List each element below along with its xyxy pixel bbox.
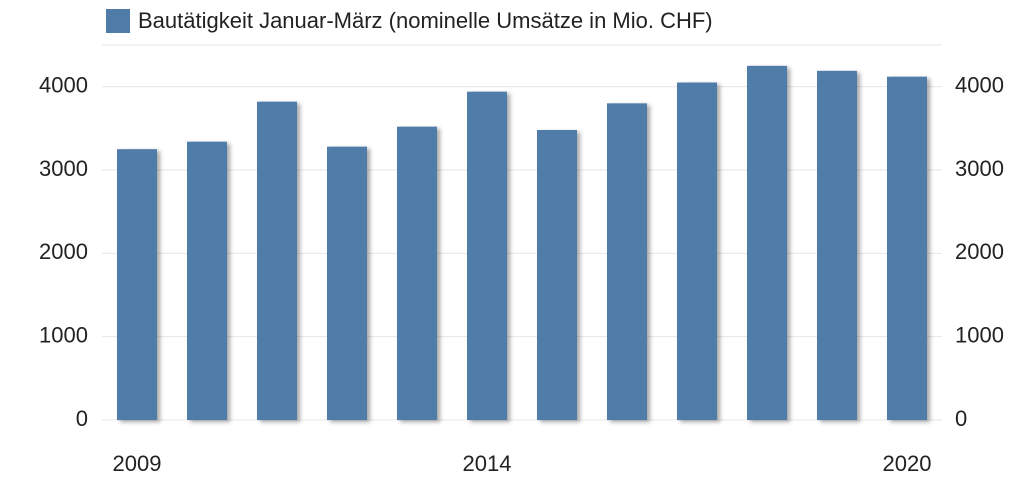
bar <box>537 130 577 420</box>
bar <box>607 103 647 420</box>
y-right-tick-label: 0 <box>955 406 967 431</box>
bar <box>677 82 717 420</box>
bar <box>187 141 227 420</box>
y-tick-label: 4000 <box>39 72 88 97</box>
bar <box>467 91 507 421</box>
y-right-tick-label: 4000 <box>955 72 1004 97</box>
y-tick-label: 0 <box>76 406 88 431</box>
bar <box>257 101 297 421</box>
x-tick-label: 2014 <box>463 451 512 476</box>
y-right-tick-label: 2000 <box>955 239 1004 264</box>
bar <box>397 126 437 421</box>
y-right-tick-label: 3000 <box>955 156 1004 181</box>
bar <box>117 149 157 420</box>
bar <box>817 70 857 420</box>
bar <box>327 146 367 420</box>
y-tick-label: 1000 <box>39 322 88 347</box>
legend-swatch <box>106 9 130 33</box>
bar <box>887 76 927 421</box>
y-tick-label: 3000 <box>39 156 88 181</box>
bar <box>747 65 787 420</box>
y-tick-label: 2000 <box>39 239 88 264</box>
legend: Bautätigkeit Januar-März (nominelle Umsä… <box>106 8 713 33</box>
legend-label: Bautätigkeit Januar-März (nominelle Umsä… <box>138 8 713 33</box>
x-tick-label: 2009 <box>113 451 162 476</box>
y-right-tick-label: 1000 <box>955 322 1004 347</box>
x-tick-label: 2020 <box>883 451 932 476</box>
